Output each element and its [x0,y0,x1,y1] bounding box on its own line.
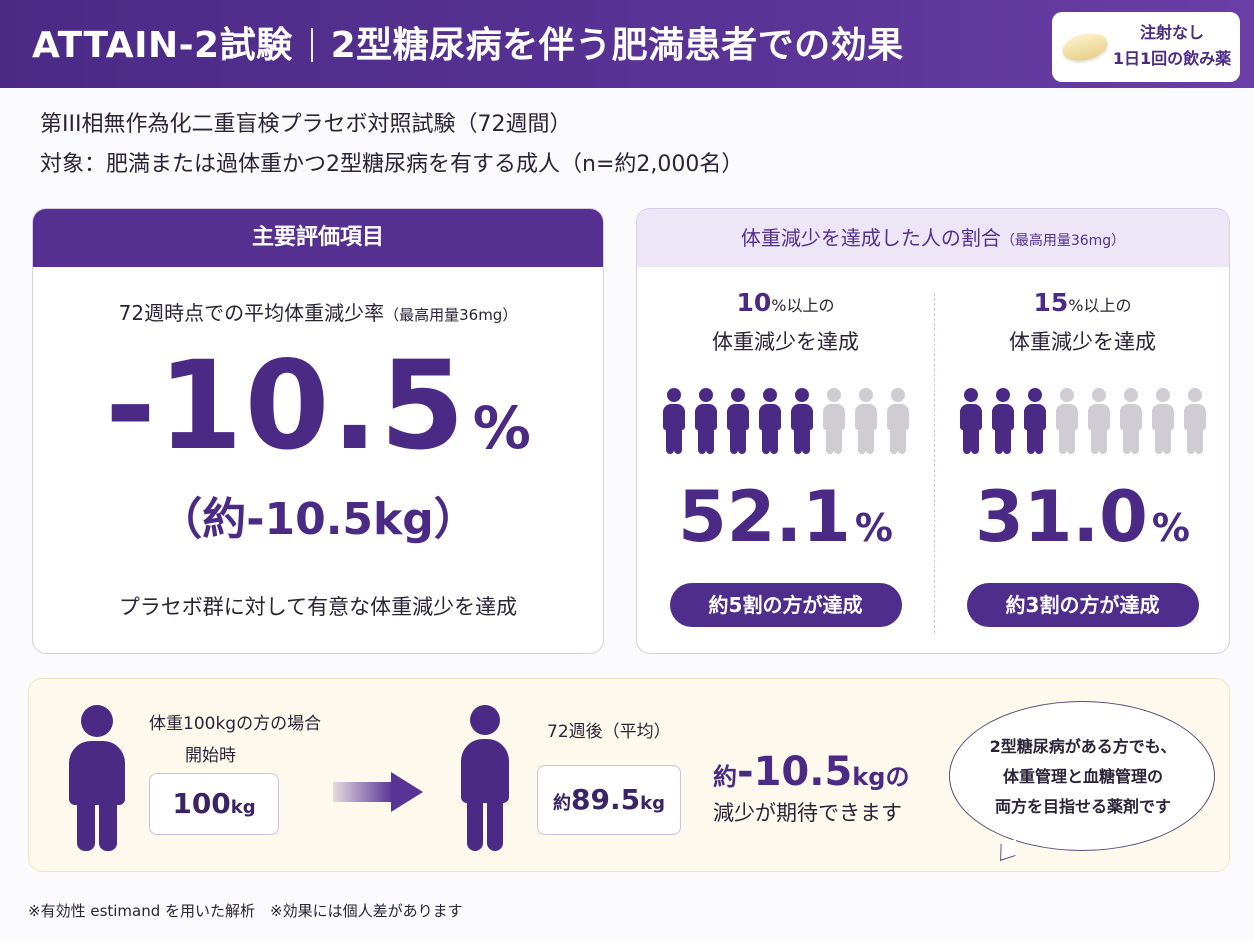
primary-endpoint-note: プラセボ群に対して有意な体重減少を達成 [118,595,518,619]
person-empty-icon [1086,388,1112,454]
study-design: 第III相無作為化二重盲検プラセボ対照試験（72週間） [40,112,572,137]
case-label: 体重100kgの方の場合 [149,714,322,734]
person-empty-icon [1118,388,1144,454]
person-filled-icon [757,388,783,454]
primary-subtitle-text: 72週時点での平均体重減少率 [118,301,385,325]
header-banner: ATTAIN-2試験 2型糖尿病を伴う肥満患者での効果 注射なし 1日1回の飲み薬 [0,0,1254,88]
threshold-value: 10 [736,288,772,317]
expected-loss-prefix: 約 [713,763,737,791]
person-empty-icon [1054,388,1080,454]
mean-weight-loss-number: -10.5 [105,335,467,477]
title-divider [310,28,313,62]
mean-weight-loss-value: -10.5% [33,341,603,493]
speech-bubble-tail [1000,839,1016,861]
responder-rate-unit: % [1151,506,1190,550]
bubble-line-3: 両方を目指せる薬剤です [994,797,1171,816]
person-before-icon [65,705,129,851]
start-weight-unit: kg [230,797,256,818]
study-target: 対象：肥満または過体重かつ2型糖尿病を有する成人（n=約2,000名） [40,152,744,177]
threshold-label: 15%以上の [934,285,1229,324]
after-weight-prefix: 約 [553,793,572,814]
start-weight-value: 100 [172,787,231,820]
person-empty-icon [853,388,879,454]
tablet-icon [1059,28,1111,66]
primary-subtitle-dose: （最高用量36mg） [384,306,518,324]
responder-rate-number: 31.0 [975,476,1148,558]
responder-rate-number: 52.1 [678,476,851,558]
responder-rate-heading: 体重減少を達成した人の割合（最高用量36mg） [637,209,1229,267]
expected-loss: 約-10.5kgの [713,749,909,795]
person-empty-icon [1182,388,1208,454]
responder-rate-card: 体重減少を達成した人の割合（最高用量36mg） 10%以上の 体重減少を達成 5… [636,208,1230,654]
responder-column-10: 10%以上の 体重減少を達成 52.1% 約5割の方が達成 [637,285,934,627]
expected-loss-text: 減少が期待できます [713,801,902,825]
person-filled-icon [725,388,751,454]
oral-drug-text: 注射なし 1日1回の飲み薬 [1108,20,1236,72]
no-injection-label: 注射なし [1139,23,1204,42]
person-filled-icon [958,388,984,454]
page-title: ATTAIN-2試験 2型糖尿病を伴う肥満患者での効果 [32,16,904,68]
threshold-value: 15 [1033,288,1069,317]
person-filled-icon [693,388,719,454]
after-weight-value: 89.5 [571,783,641,816]
person-filled-icon [1022,388,1048,454]
people-icon-row [934,388,1229,458]
threshold-line2: 体重減少を達成 [1009,330,1156,354]
responder-badge: 約3割の方が達成 [966,583,1199,627]
person-empty-icon [1150,388,1176,454]
weight-example-panel: 体重100kgの方の場合 開始時 100kg 72週後（平均） 約89.5kg … [28,678,1230,872]
people-icon-row [637,388,934,458]
start-weight-box: 100kg [149,773,279,835]
person-filled-icon [661,388,687,454]
speech-bubble: 2型糖尿病がある方でも、 体重管理と血糖管理の 両方を目指せる薬剤です [949,701,1215,861]
trial-name: ATTAIN-2試験 [32,25,293,66]
person-empty-icon [821,388,847,454]
primary-endpoint-subtitle: 72週時点での平均体重減少率（最高用量36mg） [33,297,603,326]
bubble-line-2: 体重管理と血糖管理の [1002,767,1163,786]
mean-weight-loss-unit: % [472,394,531,462]
after-label: 72週後（平均） [547,722,671,742]
mean-weight-loss-kg: （約-10.5kg） [158,494,478,545]
threshold-unit: %以上の [1068,296,1132,315]
responder-column-15: 15%以上の 体重減少を達成 31.0% 約3割の方が達成 [934,285,1229,627]
person-empty-icon [885,388,911,454]
threshold-label: 10%以上の [637,285,934,324]
threshold-line2: 体重減少を達成 [712,330,859,354]
speech-bubble-text: 2型糖尿病がある方でも、 体重管理と血糖管理の 両方を目指せる薬剤です [958,732,1208,822]
after-weight-unit: kg [640,793,665,814]
oral-drug-badge: 注射なし 1日1回の飲み薬 [1052,12,1240,82]
start-label: 開始時 [185,746,236,766]
expected-loss-value: -10.5 [737,749,853,795]
person-after-icon [453,705,517,851]
responder-rate-value: 31.0% [934,476,1229,569]
responder-badge: 約5割の方が達成 [669,583,902,627]
responder-rate-value: 52.1% [637,476,934,569]
once-daily-label: 1日1回の飲み薬 [1112,49,1232,68]
person-filled-icon [789,388,815,454]
primary-endpoint-heading: 主要評価項目 [33,209,603,267]
after-weight-box: 約89.5kg [537,765,681,835]
bubble-line-1: 2型糖尿病がある方でも、 [989,737,1177,756]
primary-endpoint-card: 主要評価項目 72週時点での平均体重減少率（最高用量36mg） -10.5% （… [32,208,604,654]
arrow-right-icon [333,772,425,812]
threshold-unit: %以上の [771,296,835,315]
expected-loss-unit: kgの [852,763,910,791]
footnote: ※有効性 estimand を用いた解析 ※効果には個人差があります [28,902,463,920]
responder-heading-text: 体重減少を達成した人の割合 [740,226,1001,250]
responder-heading-dose: （最高用量36mg） [1000,233,1126,249]
trial-subtitle: 2型糖尿病を伴う肥満患者での効果 [330,25,904,66]
person-filled-icon [990,388,1016,454]
column-divider [934,293,935,633]
responder-rate-unit: % [854,506,893,550]
